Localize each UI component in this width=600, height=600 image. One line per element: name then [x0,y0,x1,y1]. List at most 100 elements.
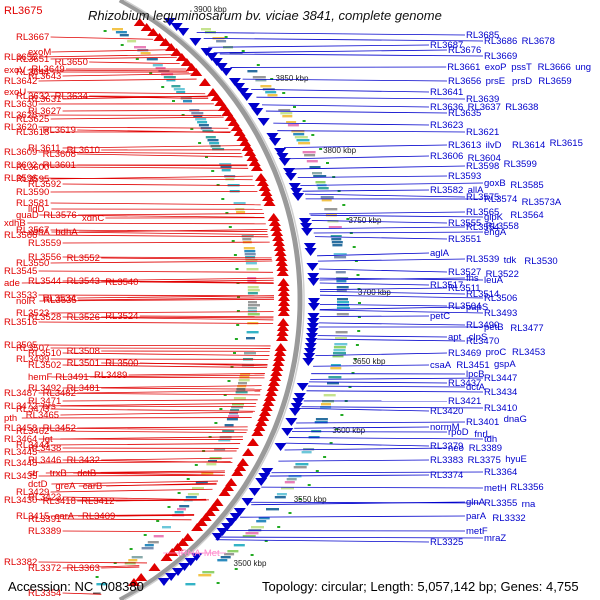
scale-tick [129,548,133,550]
forward-leader-line [50,116,224,120]
forward-leader-line [50,514,195,517]
forward-gene-label: RL3642 [4,76,37,87]
feature-block-outer [260,85,272,88]
forward-gene-label: RL3528 [28,312,61,323]
reverse-gene-label: aglA [430,248,450,259]
forward-gene-label: RL3545 [4,266,37,277]
forward-gene-arrow [153,33,166,41]
feature-block-outer [320,196,334,199]
forward-gene-label: RL3372 [28,563,61,574]
reverse-gene-label: fhs [466,273,479,284]
forward-gene-label: RL3630 [4,99,37,110]
forward-gene-label: exoU [4,87,26,98]
forward-gene-arrow [258,183,271,191]
feature-block-outer [315,181,326,184]
reverse-gene-label: proC [486,347,507,358]
feature-block-outer [333,349,346,352]
forward-gene-arrow [271,363,284,371]
forward-gene-arrow [140,23,153,31]
feature-block-outer [337,304,349,307]
forward-gene-label: RL3544 [28,276,61,287]
feature-block-outer [321,199,332,202]
forward-leader-line [89,61,180,65]
reverse-leader-line [312,226,466,230]
forward-leader-line [62,109,219,112]
reverse-gene-label: RL3364 [484,467,517,478]
scale-label: 3850 kbp [276,74,309,83]
reverse-gene-label: RL3527 [448,267,481,278]
reverse-gene-arrow [189,38,202,46]
scale-tick [186,478,190,480]
reverse-gene-arrow [298,218,311,226]
forward-gene-label: RL3445 [4,447,37,458]
forward-gene-label: RL3423 [28,492,61,503]
forward-gene-label: RL3566 [4,230,37,241]
reverse-leader-line [300,182,484,186]
forward-gene-arrow [198,78,211,86]
feature-block-outer [278,109,291,112]
forward-gene-label: RL3489 [94,370,127,381]
feature-block-inner [207,139,219,142]
reverse-gene-arrow [302,358,315,366]
feature-block-inner [244,253,256,256]
feature-block-outer [336,280,347,283]
forward-gene-arrow [275,333,288,341]
forward-gene-arrow [274,348,286,356]
forward-gene-label: RL3446 [28,455,61,466]
reverse-gene-arrow [229,513,242,521]
scale-tick [156,520,160,522]
reverse-gene-arrow [247,103,260,111]
forward-gene-arrow [159,38,172,46]
forward-leader-line [73,472,225,476]
scale-tick [135,58,139,60]
forward-leader-line [60,436,243,440]
feature-block-inner [247,280,257,283]
reverse-gene-label: RL3522 [486,269,519,280]
forward-gene-arrow [190,68,203,76]
reverse-gene-arrow [228,78,241,86]
reverse-gene-arrow [200,48,213,56]
feature-block-inner [228,415,239,418]
scale-tick [302,120,306,122]
feature-block-outer [295,463,309,466]
forward-leader-line [39,298,275,302]
reverse-gene-arrow [290,188,303,196]
forward-gene-label: RL3625 [16,114,49,125]
reverse-gene-arrow [288,183,301,191]
scale-tick [236,310,240,312]
forward-gene-arrow [260,403,273,411]
feature-block-outer [242,535,256,538]
feature-block-outer [256,520,267,523]
reverse-gene-arrow [269,138,282,146]
scale-tick [264,540,268,542]
reverse-gene-label: RL3615 [550,138,583,149]
forward-leader-line [38,461,231,464]
feature-block-outer [333,352,346,355]
forward-gene-arrow [277,288,290,296]
forward-gene-label: RL3631 [28,94,61,105]
forward-gene-arrow [246,438,259,446]
forward-leader-line [77,390,261,394]
feature-block-inner [163,76,176,79]
reverse-leader-line [251,88,430,93]
forward-gene-arrow [273,243,286,251]
forward-gene-arrow [127,578,140,586]
forward-gene-arrow [248,158,261,166]
forward-gene-label: RL3632 [16,91,49,102]
forward-gene-arrow [211,498,224,506]
scale-tick [277,526,281,528]
reverse-gene-arrow [307,303,320,311]
reverse-gene-label: RL3447 [484,373,517,384]
feature-block-inner [140,52,151,55]
forward-gene-arrow [268,218,281,226]
reverse-gene-arrow [293,393,306,401]
scale-tick [340,414,344,416]
forward-leader-line [50,191,258,193]
scale-tick [233,254,237,256]
forward-gene-arrow [180,58,193,66]
feature-block-outer [284,481,295,484]
accession-label: Accession: NC_008380 [8,579,144,594]
feature-block-inner [144,544,154,547]
reverse-gene-label: RL3573A [522,197,562,208]
forward-gene-label: carA [55,511,75,522]
